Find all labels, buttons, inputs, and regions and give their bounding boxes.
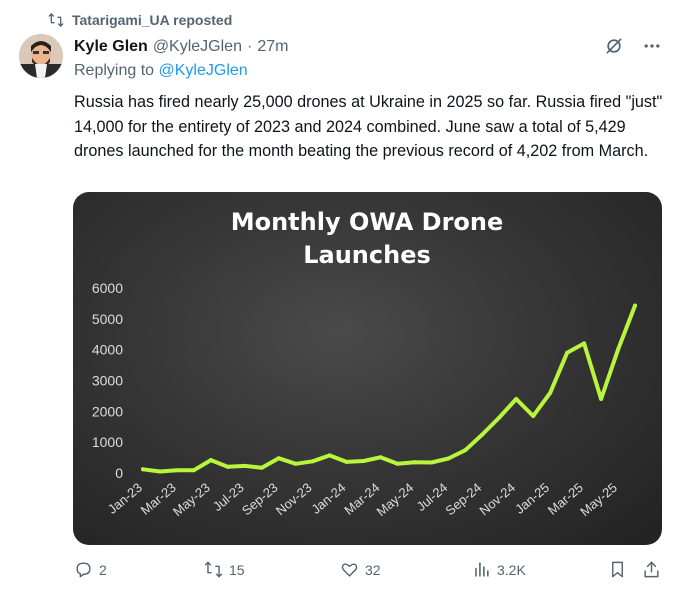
x-tick-label: Nov-23	[273, 480, 315, 518]
like-button[interactable]: 32	[340, 560, 381, 579]
author-handle[interactable]: @KyleJGlen	[152, 38, 242, 55]
tweet-media-chart[interactable]: Monthly OWA Drone Launches 0 1000 2000 3000 40…	[73, 192, 662, 545]
reply-icon	[76, 562, 91, 578]
data-point	[395, 461, 400, 466]
avatar[interactable]	[19, 34, 63, 78]
x-tick-label: May-24	[374, 480, 417, 519]
heart-icon	[341, 563, 358, 577]
x-tick-label: Jan-25	[512, 480, 552, 517]
data-point	[412, 460, 417, 465]
y-tick-label: 5000	[92, 311, 123, 327]
data-point	[616, 347, 621, 352]
data-point	[141, 467, 145, 472]
author-name[interactable]: Kyle Glen	[74, 38, 148, 55]
data-point	[378, 455, 383, 460]
data-point	[633, 303, 637, 308]
data-point	[446, 456, 451, 461]
data-point	[208, 458, 213, 463]
bookmark-button[interactable]	[608, 560, 627, 579]
data-point	[310, 459, 315, 464]
share-icon	[644, 561, 659, 578]
data-point	[174, 468, 179, 473]
drone-launches-chart: Monthly OWA Drone Launches 0 1000 2000 3000 40…	[92, 208, 637, 519]
views-count: 3.2K	[497, 561, 526, 578]
data-point	[344, 459, 349, 464]
data-point	[599, 397, 604, 401]
data-point	[497, 415, 502, 420]
repost-banner[interactable]: Tatarigami_UA reposted	[48, 10, 232, 30]
tweet-header: Kyle Glen @KyleJGlen · 27m	[74, 36, 288, 58]
tweet-timestamp[interactable]: 27m	[257, 38, 289, 55]
share-button[interactable]	[642, 560, 661, 579]
replying-to: Replying to @KyleJGlen	[74, 62, 248, 80]
data-point	[276, 456, 281, 461]
y-tick-label: 6000	[92, 280, 123, 296]
data-point	[191, 468, 196, 473]
repost-banner-text: Tatarigami_UA reposted	[72, 12, 233, 28]
data-point	[293, 461, 298, 466]
data-point	[480, 432, 485, 437]
bookmark-icon	[612, 561, 623, 578]
y-tick-label: 0	[115, 465, 123, 481]
chart-title: Launches	[303, 241, 431, 269]
series-line	[141, 303, 637, 474]
chart-title: Monthly OWA Drone	[231, 208, 504, 236]
data-point	[327, 453, 332, 458]
x-tick-label: May-23	[170, 480, 213, 519]
data-point	[225, 464, 230, 469]
x-tick-label: Jan-23	[105, 480, 145, 517]
more-icon[interactable]	[642, 36, 662, 56]
repost-icon	[48, 13, 64, 27]
data-point	[514, 397, 519, 401]
x-tick-label: May-25	[577, 480, 620, 519]
replying-mention-link[interactable]: @KyleJGlen	[158, 62, 248, 79]
data-point	[582, 341, 587, 346]
grok-icon[interactable]	[604, 36, 624, 56]
separator-dot: ·	[246, 38, 253, 55]
x-tick-label: Sep-23	[239, 480, 281, 518]
data-point	[259, 465, 264, 470]
replying-prefix: Replying to	[74, 62, 159, 79]
y-tick-label: 4000	[92, 342, 123, 358]
data-point	[463, 448, 468, 453]
y-tick-label: 3000	[92, 373, 123, 389]
y-tick-label: 2000	[92, 403, 123, 419]
data-point	[242, 463, 247, 468]
reply-button[interactable]: 2	[74, 560, 107, 579]
repost-icon	[204, 561, 223, 578]
tweet-action-bar: 2 15 32 3.2K	[74, 560, 670, 586]
x-tick-label: Nov-24	[476, 480, 518, 518]
x-tick-label: Sep-24	[442, 480, 484, 518]
repost-count: 15	[229, 561, 245, 578]
y-tick-label: 1000	[92, 434, 123, 450]
like-count: 32	[365, 561, 381, 578]
data-point	[548, 390, 553, 395]
data-point	[361, 458, 366, 463]
data-point	[429, 460, 434, 465]
views-button[interactable]: 3.2K	[472, 560, 526, 579]
data-point	[157, 469, 162, 474]
reply-count: 2	[99, 561, 107, 578]
x-tick-label: Jan-24	[308, 480, 348, 517]
data-point	[531, 413, 536, 418]
tweet-top-actions	[604, 36, 662, 56]
data-point	[565, 350, 570, 355]
repost-button[interactable]: 15	[204, 560, 245, 579]
views-icon	[475, 562, 489, 577]
tweet-text: Russia has fired nearly 25,000 drones at…	[74, 93, 663, 160]
